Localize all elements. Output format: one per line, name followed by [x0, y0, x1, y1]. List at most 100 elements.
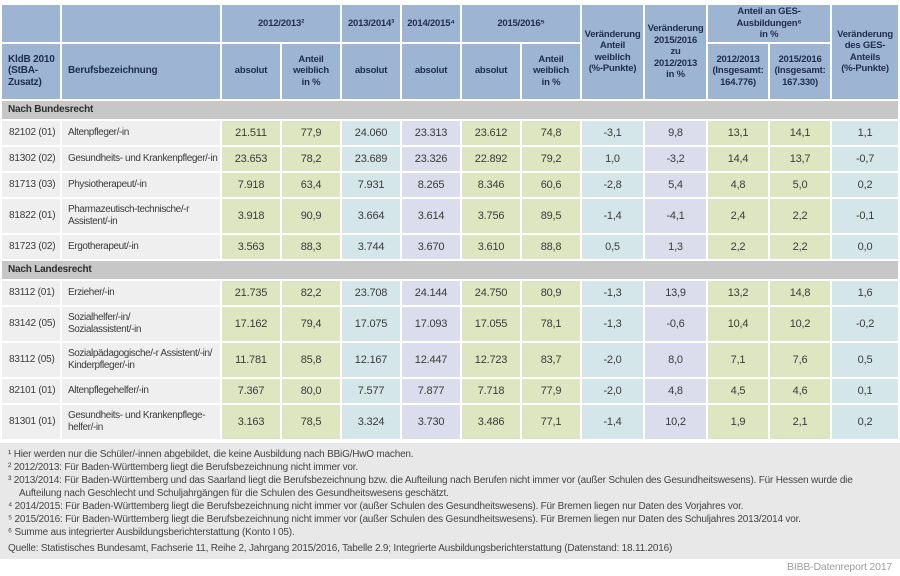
cell-value: 14,8: [770, 280, 831, 305]
cell-value: 12.723: [462, 342, 521, 377]
cell-kldb: 81301 (01): [2, 404, 60, 439]
cell-value: 80,9: [522, 280, 581, 305]
cell-value: 78,2: [282, 146, 341, 171]
cell-value: 77,9: [522, 378, 581, 403]
table-row: 81301 (01) Gesundheits- und Krankenpfleg…: [2, 404, 899, 439]
cell-beruf: Erzieher/-in: [62, 280, 220, 305]
cell-beruf: Altenpfleger/-in: [62, 120, 220, 145]
cell-kldb: 81723 (02): [2, 234, 60, 259]
cell-value: 7.918: [222, 172, 280, 197]
cell-value: 1,3: [645, 234, 707, 259]
cell-beruf: Sozialpädagogische/-r Assistent/-in/ Kin…: [62, 342, 220, 377]
col-header-ges-1213: 2012/2013 (Insgesamt: 164.776): [708, 43, 769, 99]
cell-value: 9,8: [645, 120, 707, 145]
header-row-groups: 2012/2013² 2013/2014³ 2014/2015⁴ 2015/20…: [2, 5, 899, 99]
cell-value: 2,2: [770, 234, 831, 259]
cell-value: 17.093: [402, 306, 461, 341]
cell-value: 1,0: [582, 146, 644, 171]
cell-kldb: 82101 (01): [2, 378, 60, 403]
cell-value: 12.447: [402, 342, 461, 377]
section-header-bundesrecht: Nach Bundesrecht: [2, 100, 899, 119]
cell-value: 23.708: [342, 280, 401, 305]
cell-value: 1,9: [708, 404, 769, 439]
cell-value: 60,6: [522, 172, 581, 197]
footnote: ² 2012/2013: Für Baden-Württemberg liegt…: [8, 461, 358, 473]
table-row: 81723 (02) Ergotherapeut/-in 3.563 88,3 …: [2, 234, 899, 259]
section-header-landesrecht: Nach Landesrecht: [2, 260, 899, 279]
cell-value: 4,8: [645, 378, 707, 403]
col-header-absolut-1213: absolut: [222, 43, 280, 99]
cell-value: 24.060: [342, 120, 401, 145]
cell-value: 4,8: [708, 172, 769, 197]
cell-value: -3,1: [582, 120, 644, 145]
cell-value: 13,2: [708, 280, 769, 305]
header-empty-beruf: [62, 5, 220, 42]
cell-value: 23.653: [222, 146, 280, 171]
cell-value: 3.486: [462, 404, 521, 439]
cell-beruf: Ergotherapeut/-in: [62, 234, 220, 259]
col-group-2015-2016: 2015/2016⁵: [462, 5, 581, 42]
cell-value: 0,5: [832, 342, 899, 377]
cell-value: 2,2: [770, 198, 831, 233]
col-header-change-2015-2012: Veränderung 2015/2016 zu 2012/2013 in %: [645, 5, 707, 99]
cell-value: 7.931: [342, 172, 401, 197]
cell-value: -2,0: [582, 378, 644, 403]
cell-value: 10,4: [708, 306, 769, 341]
footnote: ⁵ 2015/2016: Für Baden-Württemberg liegt…: [8, 513, 801, 525]
col-header-anteil-1516: Anteil weiblich in %: [522, 43, 581, 99]
cell-value: 3.664: [342, 198, 401, 233]
cell-value: -1,3: [582, 280, 644, 305]
cell-kldb: 82102 (01): [2, 120, 60, 145]
cell-value: 79,2: [522, 146, 581, 171]
cell-value: 24.750: [462, 280, 521, 305]
cell-value: 2,4: [708, 198, 769, 233]
cell-value: 78,5: [282, 404, 341, 439]
cell-value: 3.918: [222, 198, 280, 233]
cell-kldb: 81713 (03): [2, 172, 60, 197]
cell-value: 3.730: [402, 404, 461, 439]
cell-value: 7,6: [770, 342, 831, 377]
cell-value: 23.689: [342, 146, 401, 171]
cell-value: 78,1: [522, 306, 581, 341]
footnotes-block: ¹ Hier werden nur die Schüler/-innen abg…: [0, 442, 900, 559]
cell-value: 82,2: [282, 280, 341, 305]
cell-value: 22.892: [462, 146, 521, 171]
cell-kldb: 83112 (01): [2, 280, 60, 305]
cell-kldb: 81822 (01): [2, 198, 60, 233]
cell-value: 23.612: [462, 120, 521, 145]
col-group-2014-2015: 2014/2015⁴: [402, 5, 461, 42]
cell-value: 3.670: [402, 234, 461, 259]
cell-value: -1,4: [582, 198, 644, 233]
cell-value: 79,4: [282, 306, 341, 341]
cell-kldb: 81302 (02): [2, 146, 60, 171]
table-row: 83142 (05) Sozialhelfer/-in/ Sozialassis…: [2, 306, 899, 341]
cell-value: 1,1: [832, 120, 899, 145]
cell-beruf: Gesundheits- und Krankenpflege- helfer/-…: [62, 404, 220, 439]
section-label: Nach Bundesrecht: [2, 100, 899, 119]
cell-value: -0,7: [832, 146, 899, 171]
cell-beruf: Altenpflegehelfer/-in: [62, 378, 220, 403]
cell-value: -1,3: [582, 306, 644, 341]
report-branding: BIBB-Datenreport 2017: [787, 560, 892, 573]
header-empty-kldb: [2, 5, 60, 42]
cell-value: 23.313: [402, 120, 461, 145]
cell-value: 85,8: [282, 342, 341, 377]
table-row: 83112 (01) Erzieher/-in 21.735 82,2 23.7…: [2, 280, 899, 305]
cell-value: 7.577: [342, 378, 401, 403]
cell-value: 3.744: [342, 234, 401, 259]
table-row: 82101 (01) Altenpflegehelfer/-in 7.367 8…: [2, 378, 899, 403]
cell-value: 3.756: [462, 198, 521, 233]
cell-value: 1,6: [832, 280, 899, 305]
cell-beruf: Pharmazeutisch-technische/-r Assistent/-…: [62, 198, 220, 233]
cell-value: 17.162: [222, 306, 280, 341]
cell-value: 0,1: [832, 378, 899, 403]
cell-value: 5,4: [645, 172, 707, 197]
col-header-ges-1516: 2015/2016 (Insgesamt: 167.330): [770, 43, 831, 99]
table-row: 82102 (01) Altenpfleger/-in 21.511 77,9 …: [2, 120, 899, 145]
footnote: ¹ Hier werden nur die Schüler/-innen abg…: [8, 448, 414, 460]
table-row: 83112 (05) Sozialpädagogische/-r Assiste…: [2, 342, 899, 377]
cell-value: 90,9: [282, 198, 341, 233]
cell-value: 3.163: [222, 404, 280, 439]
cell-value: 63,4: [282, 172, 341, 197]
cell-value: 7.718: [462, 378, 521, 403]
